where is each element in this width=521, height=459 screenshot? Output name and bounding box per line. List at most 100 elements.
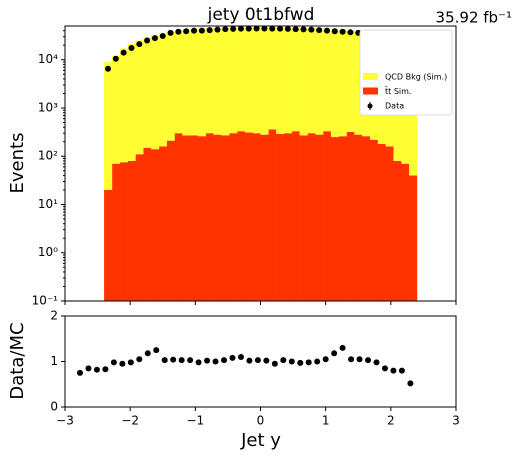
bar bbox=[135, 154, 144, 301]
data-point bbox=[167, 29, 174, 36]
data-point bbox=[214, 26, 221, 33]
bar bbox=[346, 30, 355, 132]
data-point bbox=[191, 27, 198, 34]
y-tick-label: 10² bbox=[38, 149, 58, 163]
ratio-point bbox=[288, 358, 295, 365]
data-point bbox=[175, 28, 182, 35]
bar bbox=[158, 33, 167, 147]
bar bbox=[299, 28, 308, 136]
bar bbox=[283, 133, 293, 301]
bar bbox=[401, 163, 410, 301]
ratio-point bbox=[280, 357, 287, 364]
ratio-point bbox=[297, 359, 304, 366]
ratio-point bbox=[187, 357, 194, 364]
bar bbox=[354, 31, 363, 135]
data-point bbox=[136, 41, 143, 48]
ratio-point bbox=[136, 356, 143, 363]
y-tick-label: 10⁴ bbox=[38, 52, 58, 66]
ratio-point bbox=[246, 357, 253, 364]
data-point bbox=[183, 28, 190, 35]
x-tick-label: −1 bbox=[186, 414, 204, 428]
bar bbox=[330, 137, 339, 301]
data-point bbox=[245, 25, 252, 32]
x-tick-label: 0 bbox=[257, 414, 265, 428]
bar bbox=[385, 146, 394, 301]
legend-swatch bbox=[363, 87, 378, 95]
ratio-point bbox=[254, 357, 261, 364]
legend-swatch bbox=[363, 73, 378, 80]
ratio-y-label: Data/MC bbox=[7, 322, 28, 399]
lumi: 35.92 fb⁻¹ bbox=[436, 9, 512, 27]
bar bbox=[111, 163, 121, 301]
ratio-point bbox=[153, 347, 160, 354]
legend-label: t̄t Sim. bbox=[384, 86, 411, 96]
y-tick-label: 0 bbox=[50, 400, 58, 414]
bar bbox=[104, 189, 113, 301]
bar bbox=[166, 140, 175, 301]
data-point bbox=[300, 26, 307, 33]
legend-label: QCD Bkg (Sim.) bbox=[385, 73, 447, 82]
ratio-point bbox=[127, 359, 134, 366]
data-point bbox=[331, 28, 338, 35]
ratio-point bbox=[263, 357, 270, 364]
x-label: Jet y bbox=[240, 430, 281, 451]
bar bbox=[276, 27, 285, 134]
y-tick-label: 10⁰ bbox=[38, 245, 58, 259]
x-tick-label: 1 bbox=[322, 414, 330, 428]
ratio-point bbox=[229, 354, 236, 361]
ratio-point bbox=[76, 369, 83, 376]
bar bbox=[174, 133, 183, 301]
bar bbox=[182, 135, 191, 301]
ratio-point bbox=[195, 359, 202, 366]
ratio-point bbox=[204, 357, 211, 364]
data-point bbox=[159, 33, 166, 40]
bar bbox=[104, 61, 113, 190]
bar bbox=[268, 129, 277, 301]
data-point bbox=[316, 27, 323, 34]
data-point bbox=[347, 29, 354, 36]
bar bbox=[205, 28, 214, 134]
x-tick-label: −3 bbox=[56, 414, 74, 428]
ratio-point bbox=[339, 344, 346, 351]
bar bbox=[229, 133, 238, 301]
bar bbox=[205, 133, 214, 301]
ratio-point bbox=[161, 357, 168, 364]
data-point bbox=[308, 26, 315, 33]
y-tick-label: 10³ bbox=[38, 100, 58, 114]
x-tick-label: 3 bbox=[452, 414, 460, 428]
bar bbox=[119, 162, 128, 301]
bar bbox=[307, 133, 316, 301]
bar bbox=[143, 37, 152, 148]
bar bbox=[323, 131, 332, 301]
data-point bbox=[222, 26, 229, 33]
legend-marker bbox=[367, 103, 373, 109]
x-tick-label: −2 bbox=[121, 414, 139, 428]
data-point bbox=[253, 25, 260, 32]
bar bbox=[221, 27, 230, 136]
data-point bbox=[261, 25, 268, 32]
bar bbox=[197, 136, 207, 301]
ratio-point bbox=[93, 366, 100, 373]
ratio-point bbox=[348, 356, 355, 363]
ratio-point bbox=[373, 359, 380, 366]
bar bbox=[369, 139, 379, 301]
bar bbox=[151, 35, 160, 150]
bar bbox=[315, 28, 324, 135]
bar bbox=[182, 29, 191, 136]
data-point bbox=[230, 25, 237, 32]
data-point bbox=[144, 37, 151, 44]
ratio-point bbox=[221, 357, 228, 364]
y-label: Events bbox=[7, 133, 28, 194]
data-point bbox=[112, 55, 119, 62]
bar bbox=[111, 55, 121, 164]
bar bbox=[127, 44, 136, 161]
bar bbox=[237, 27, 246, 132]
bar bbox=[338, 136, 347, 301]
bar bbox=[346, 131, 355, 301]
data-point bbox=[198, 27, 205, 34]
bar bbox=[151, 149, 160, 301]
bar bbox=[135, 40, 144, 155]
bar bbox=[229, 27, 238, 134]
ratio-point bbox=[381, 365, 388, 372]
ratio-point bbox=[390, 367, 397, 374]
